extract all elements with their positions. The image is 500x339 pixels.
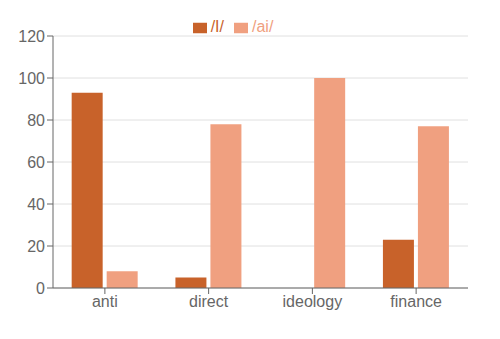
svg-text:20: 20 bbox=[27, 238, 45, 255]
svg-text:60: 60 bbox=[27, 154, 45, 171]
html-text:/I/: /I/ bbox=[210, 18, 224, 35]
svg-text:100: 100 bbox=[18, 70, 45, 87]
svg-text:anti: anti bbox=[92, 293, 118, 310]
svg-text:direct: direct bbox=[189, 293, 229, 310]
svg-text:ideology: ideology bbox=[283, 293, 343, 310]
svg-text:finance: finance bbox=[390, 293, 442, 310]
svg-text:80: 80 bbox=[27, 112, 45, 129]
svg-text:40: 40 bbox=[27, 196, 45, 213]
svg-text:120: 120 bbox=[18, 28, 45, 45]
html-text:/ai/: /ai/ bbox=[252, 18, 274, 35]
svg-text:0: 0 bbox=[36, 280, 45, 297]
